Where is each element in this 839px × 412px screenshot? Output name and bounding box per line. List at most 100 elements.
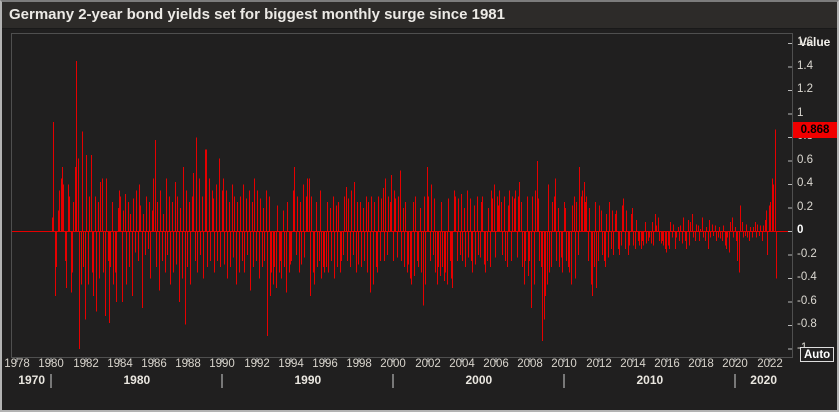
bar xyxy=(689,231,690,246)
bar xyxy=(209,178,210,232)
bar xyxy=(346,186,347,232)
bar xyxy=(626,210,627,232)
bar xyxy=(414,231,415,277)
bar xyxy=(195,231,196,261)
y-axis-tick-label: 1.2 xyxy=(797,83,813,95)
bar xyxy=(745,231,746,237)
bar xyxy=(645,222,646,232)
bar xyxy=(642,231,643,241)
bar xyxy=(205,149,206,232)
bar xyxy=(639,231,640,246)
bar xyxy=(591,231,592,285)
bar xyxy=(166,178,167,232)
bar xyxy=(656,225,657,232)
bar xyxy=(703,231,704,238)
bar xyxy=(696,224,697,232)
bar xyxy=(387,231,388,255)
bar xyxy=(162,231,163,261)
bar xyxy=(82,131,83,232)
bar xyxy=(766,210,767,232)
bar xyxy=(223,178,224,232)
bar xyxy=(604,231,605,261)
bar xyxy=(176,231,177,265)
x-axis-year-label: 1980 xyxy=(38,358,64,370)
bar xyxy=(564,202,565,232)
bar xyxy=(770,202,771,232)
bar xyxy=(730,222,731,232)
bar xyxy=(284,231,285,267)
bar xyxy=(263,208,264,232)
bar xyxy=(123,210,124,232)
bar xyxy=(273,231,274,285)
bar xyxy=(565,208,566,232)
bar xyxy=(561,231,562,258)
bar xyxy=(718,231,719,238)
bar xyxy=(434,198,435,232)
bar xyxy=(133,198,134,232)
bar xyxy=(659,231,660,241)
bar xyxy=(759,231,760,237)
bar xyxy=(484,231,485,265)
bar xyxy=(146,196,147,232)
bar xyxy=(157,202,158,232)
bar xyxy=(61,178,62,232)
bar xyxy=(135,231,136,253)
bar xyxy=(327,202,328,232)
bar xyxy=(403,208,404,232)
bar xyxy=(594,231,595,267)
bar xyxy=(199,178,200,232)
bar xyxy=(712,224,713,232)
bar xyxy=(442,231,443,267)
bar xyxy=(210,231,211,261)
bar xyxy=(554,196,555,232)
bar xyxy=(472,231,473,273)
bar xyxy=(321,231,322,279)
bar xyxy=(276,231,277,288)
bar xyxy=(487,231,488,261)
bar xyxy=(271,231,272,273)
bar xyxy=(454,190,455,232)
bar xyxy=(281,231,282,279)
bar xyxy=(569,231,570,273)
bar xyxy=(455,196,456,232)
bar xyxy=(629,231,630,246)
bar xyxy=(757,224,758,232)
bar xyxy=(63,184,64,232)
bar xyxy=(652,222,653,232)
bar xyxy=(354,182,355,232)
bar xyxy=(159,231,160,291)
axis-auto-button[interactable]: Auto xyxy=(800,347,835,362)
x-axis-year-label: 2012 xyxy=(586,358,612,370)
bar xyxy=(633,231,634,246)
bar xyxy=(347,231,348,261)
bar xyxy=(395,198,396,232)
bar xyxy=(763,225,764,232)
bar xyxy=(497,196,498,232)
bar xyxy=(433,231,434,255)
bar xyxy=(605,231,606,267)
x-axis-year-label: 2000 xyxy=(380,358,406,370)
bar xyxy=(762,231,763,241)
bar xyxy=(415,196,416,232)
bar xyxy=(116,231,117,302)
x-axis-year-label: 1996 xyxy=(312,358,338,370)
bar xyxy=(542,231,543,341)
bar xyxy=(499,190,500,232)
bar xyxy=(534,231,535,285)
x-axis-decade-label: 1980 xyxy=(123,373,151,387)
bar xyxy=(304,231,305,258)
bar xyxy=(723,225,724,232)
bar xyxy=(547,231,548,285)
bar xyxy=(75,166,76,232)
bar xyxy=(130,213,131,232)
bar xyxy=(440,231,441,277)
bar xyxy=(760,225,761,232)
bar xyxy=(172,202,173,232)
bar xyxy=(98,202,99,232)
bar xyxy=(264,231,265,261)
bar xyxy=(522,231,523,267)
bar xyxy=(301,231,302,265)
y-axis-tick-label: 0.4 xyxy=(797,177,813,189)
bar xyxy=(244,231,245,273)
